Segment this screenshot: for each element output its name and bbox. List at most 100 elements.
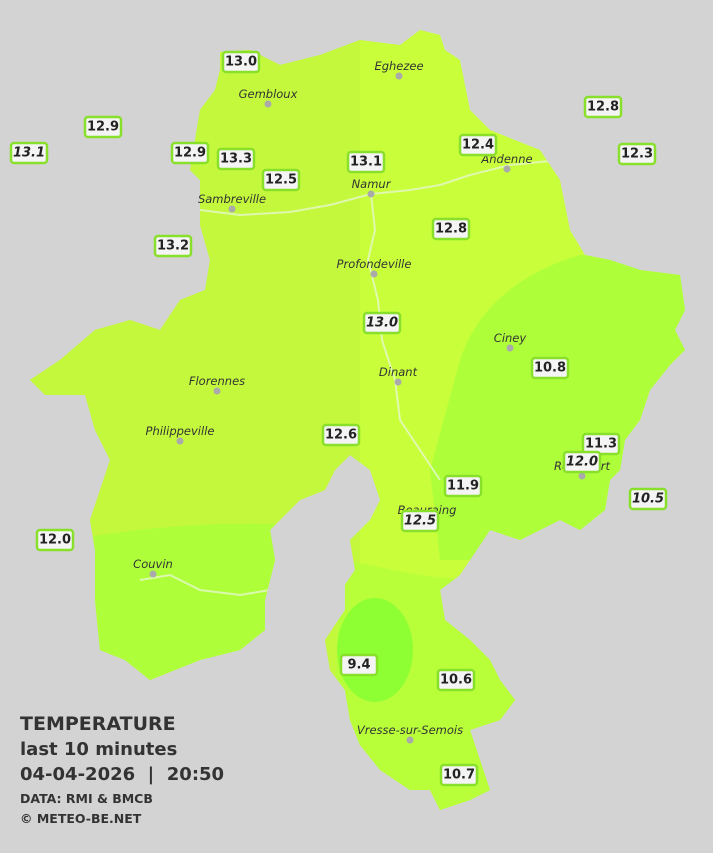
- station-box: [170, 141, 210, 165]
- station-value: 12.9: [87, 120, 119, 135]
- city-label: Sambreville: [198, 192, 266, 206]
- station-box: [628, 487, 668, 511]
- station-value: 10.5: [632, 492, 664, 507]
- station: 10.7: [439, 763, 479, 787]
- station-box: [321, 423, 361, 447]
- city-label: Dinant: [379, 365, 418, 379]
- station-value: 12.3: [621, 147, 653, 162]
- station-value: 10.6: [440, 673, 472, 688]
- station-value: 12.8: [587, 100, 619, 115]
- station: 12.9: [83, 115, 123, 139]
- station-value: 13.0: [225, 55, 257, 70]
- station: 13.1: [346, 150, 386, 174]
- station-box: [458, 133, 498, 157]
- station: 13.2: [153, 234, 193, 258]
- city-label: Ciney: [494, 331, 527, 345]
- city-dot: [176, 437, 184, 445]
- city-dot: [394, 378, 402, 386]
- city-dot: [406, 736, 414, 744]
- station-box: [436, 668, 476, 692]
- legend-source: DATA: RMI & BMCB: [20, 791, 153, 806]
- station-box: [562, 450, 602, 474]
- station: 12.5: [261, 168, 301, 192]
- city-dot: [264, 100, 272, 108]
- station-box: [35, 528, 75, 552]
- legend-datetime: 04-04-2026 | 20:50: [20, 764, 224, 785]
- station-box: [346, 150, 386, 174]
- city-dot: [395, 72, 403, 80]
- city-label: Couvin: [133, 557, 173, 571]
- city-label: Vresse-sur-Semois: [357, 723, 463, 737]
- station: 12.0: [562, 450, 602, 474]
- city-label: Eghezee: [374, 59, 423, 73]
- station-value: 12.0: [566, 455, 598, 470]
- station-value: 12.5: [404, 514, 436, 529]
- station-value: 13.1: [13, 146, 45, 161]
- station-value: 12.9: [174, 146, 206, 161]
- station: 13.0: [221, 50, 261, 74]
- station: 10.8: [530, 356, 570, 380]
- legend-subtitle: last 10 minutes: [20, 739, 177, 760]
- station-box: [583, 95, 623, 119]
- station-box: [439, 763, 479, 787]
- station-value: 10.7: [443, 768, 475, 783]
- stations: 13.0 12.9 13.1 12.9 13.3 12.5 13.1 12.4 12.8 12.3…: [9, 50, 668, 787]
- station-box: [9, 141, 49, 165]
- city-dot: [506, 344, 514, 352]
- station-box: [339, 653, 379, 677]
- station: 11.3: [581, 432, 621, 456]
- station: 12.6: [321, 423, 361, 447]
- station-box: [153, 234, 193, 258]
- city-dot: [370, 270, 378, 278]
- station-box: [216, 147, 256, 171]
- city-label: Florennes: [189, 374, 245, 388]
- station-box: [362, 311, 402, 335]
- city-dot: [503, 165, 511, 173]
- station-value: 12.0: [39, 533, 71, 548]
- city-label: Profondeville: [337, 257, 412, 271]
- station-value: 12.8: [435, 222, 467, 237]
- station-value: 13.1: [350, 155, 382, 170]
- station: 12.8: [583, 95, 623, 119]
- station-value: 12.4: [462, 138, 494, 153]
- city-label: Philippeville: [146, 424, 215, 438]
- legend-title: TEMPERATURE: [20, 713, 176, 735]
- station-value: 11.9: [447, 479, 479, 494]
- station: 12.9: [170, 141, 210, 165]
- station-value: 12.5: [265, 173, 297, 188]
- station-value: 13.0: [366, 316, 398, 331]
- station-value: 12.6: [325, 428, 357, 443]
- station: 12.0: [35, 528, 75, 552]
- station-value: 13.3: [220, 152, 252, 167]
- city-dot: [149, 570, 157, 578]
- station-box: [431, 217, 471, 241]
- station-box: [221, 50, 261, 74]
- station: 9.4: [339, 653, 379, 677]
- station: 12.8: [431, 217, 471, 241]
- station-value: 10.8: [534, 361, 566, 376]
- station: 13.0: [362, 311, 402, 335]
- station: 10.5: [628, 487, 668, 511]
- city-dot: [578, 472, 586, 480]
- city-label: Namur: [352, 177, 392, 191]
- station-box: [617, 142, 657, 166]
- city-label: Gembloux: [239, 87, 298, 101]
- legend-copyright: © METEO-BE.NET: [20, 811, 142, 826]
- station-box: [530, 356, 570, 380]
- city-dot: [228, 205, 236, 213]
- station: 10.6: [436, 668, 476, 692]
- station-value: 13.2: [157, 239, 189, 254]
- station: 12.5: [400, 509, 440, 533]
- station: 12.3: [617, 142, 657, 166]
- station: 13.3: [216, 147, 256, 171]
- station: 11.9: [443, 474, 483, 498]
- city-dot: [367, 190, 375, 198]
- station-value: 11.3: [585, 437, 617, 452]
- station-box: [261, 168, 301, 192]
- station: 13.1: [9, 141, 49, 165]
- station-box: [443, 474, 483, 498]
- station-value: 9.4: [347, 658, 370, 673]
- station: 12.4: [458, 133, 498, 157]
- city-dot: [213, 387, 221, 395]
